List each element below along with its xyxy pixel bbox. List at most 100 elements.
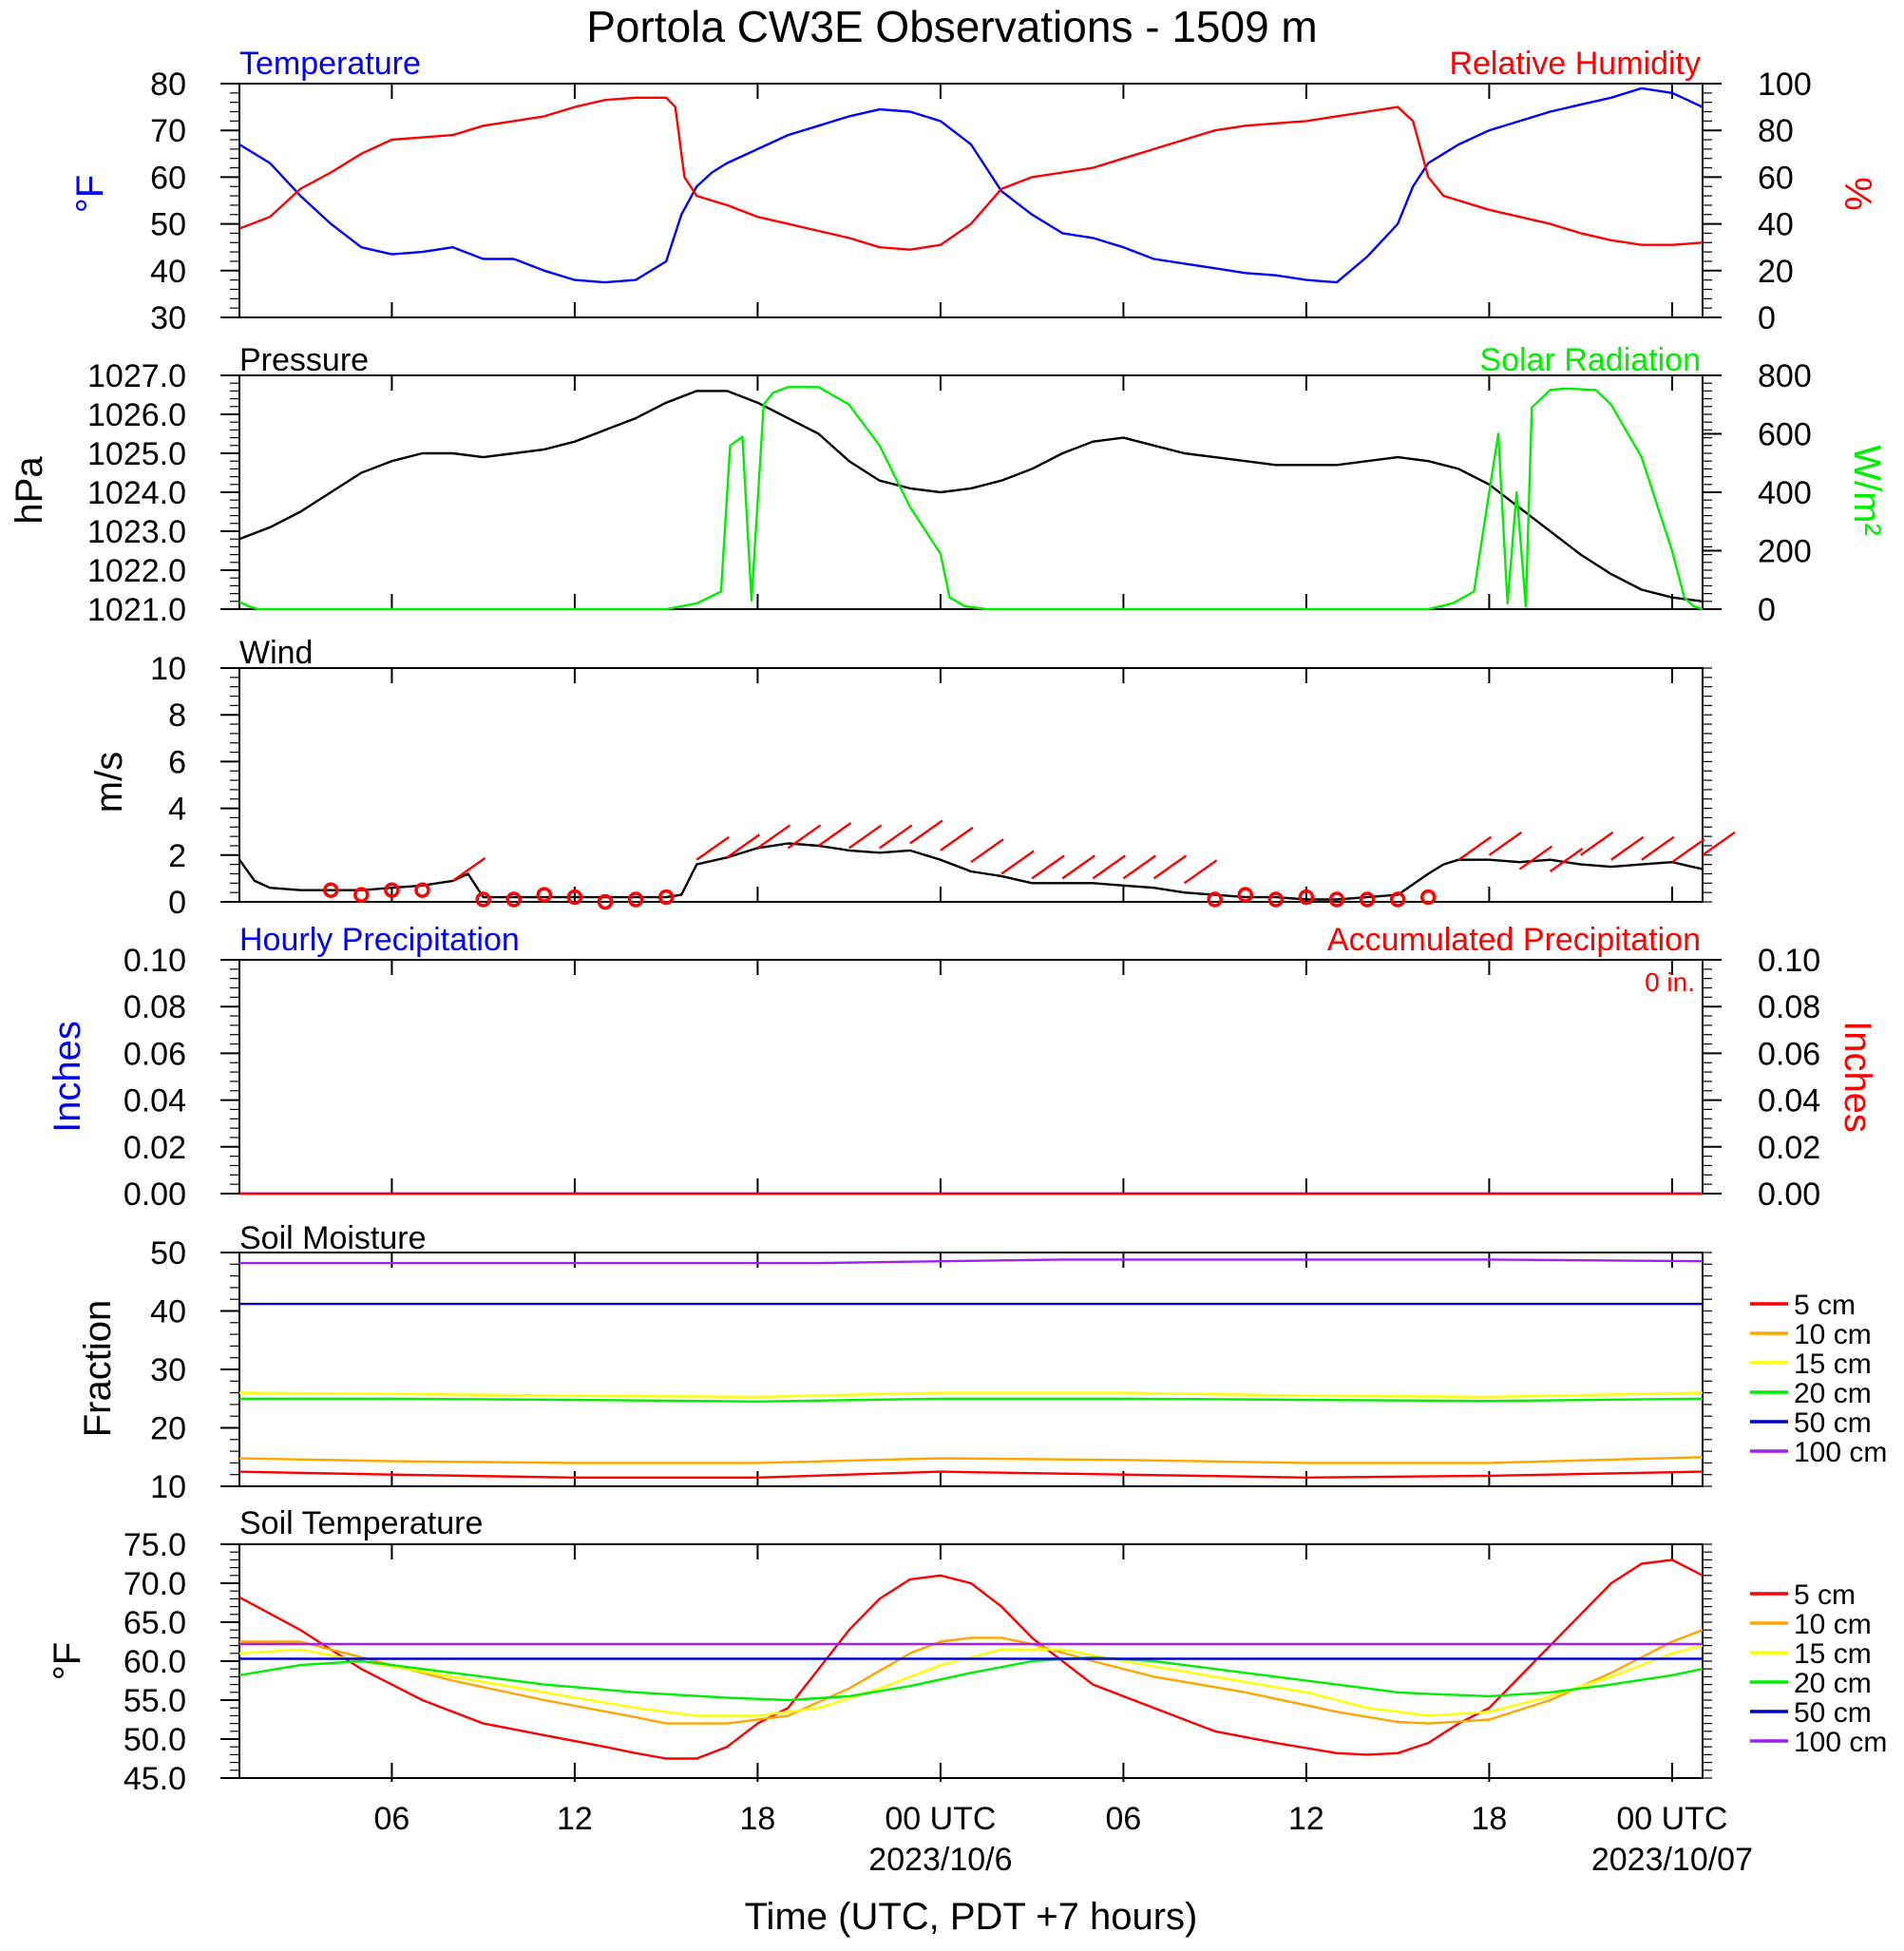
wind-calm-circle <box>1207 891 1223 908</box>
left-tick-label: 65.0 <box>124 1605 186 1641</box>
temperature-humidity-panel: Temperature Relative Humidity °F % 30 40 5… <box>69 46 1878 336</box>
hourly-precip-title: Hourly Precipitation <box>239 922 520 958</box>
series-line-5-cm <box>238 1470 1704 1480</box>
wind-barb <box>1702 831 1736 856</box>
right-tick-label: 0.04 <box>1758 1083 1820 1119</box>
left-tick-label: 0.02 <box>124 1130 186 1166</box>
soil-moisture-axis-label: Fraction <box>77 1300 119 1438</box>
series-line-15-cm <box>238 1644 1704 1717</box>
left-tick-label: 1023.0 <box>87 514 186 550</box>
left-tick-label: 40 <box>150 1294 186 1330</box>
left-tick-label: 2 <box>168 838 186 874</box>
precipitation-panel: Hourly Precipitation Accumulated Precipi… <box>47 922 1878 1213</box>
left-tick-label: 70.0 <box>124 1566 186 1602</box>
wind-calm-circle <box>1359 891 1376 908</box>
plot-frame <box>238 374 1704 610</box>
legend-label: 20 cm <box>1794 1378 1872 1409</box>
right-tick-label: 0.10 <box>1758 943 1820 979</box>
plot-frame <box>238 959 1704 1195</box>
plot-frame <box>238 83 1704 318</box>
series-line-5-cm <box>238 1559 1704 1760</box>
left-tick-label: 20 <box>150 1411 186 1447</box>
wind-calm-circle <box>1298 889 1315 906</box>
left-tick-label: 30 <box>150 300 186 336</box>
wind-barb <box>1061 854 1095 880</box>
accum-precip-value: 0 in. <box>1645 967 1695 997</box>
legend-label: 100 cm <box>1794 1727 1887 1758</box>
accum-precip-title: Accumulated Precipitation <box>1327 922 1701 958</box>
wind-calm-circle <box>657 889 675 906</box>
plot-frame <box>238 1252 1704 1487</box>
wind-calm-circle <box>1328 891 1345 908</box>
left-tick-label: 75.0 <box>124 1527 186 1563</box>
wind-barb <box>940 826 974 851</box>
x-tick-label: 00 UTC <box>885 1801 996 1837</box>
x-tick-label: 18 <box>740 1801 776 1837</box>
x-date-label: 2023/10/07 <box>1591 1842 1753 1878</box>
left-tick-label: 0.04 <box>124 1083 186 1119</box>
left-tick-label: 10 <box>150 1469 186 1505</box>
wind-panel: Wind m/s 0 2 4 6 8 10 <box>88 635 1736 921</box>
left-tick-label: 70 <box>150 113 186 149</box>
x-axis: 06 12 18 00 UTC 06 12 18 00 UTC 2023/10/6 2023/10… <box>374 1778 1753 1878</box>
wind-barb <box>1671 838 1705 864</box>
left-tick-label: 1025.0 <box>87 436 186 472</box>
wind-calm-circle <box>566 889 583 906</box>
right-tick-label: 0 <box>1758 592 1776 628</box>
left-tick-label: 60 <box>150 160 186 196</box>
wind-barb <box>847 824 883 850</box>
solar-title: Solar Radiation <box>1480 342 1701 378</box>
wind-calm-circle <box>414 882 430 898</box>
wind-barb <box>1457 835 1493 861</box>
humidity-axis-label: % <box>1837 177 1878 211</box>
x-tick-label: 12 <box>1288 1801 1324 1837</box>
wind-calm-circle <box>323 882 339 898</box>
right-tick-label: 80 <box>1758 113 1794 149</box>
wind-barb <box>787 824 822 850</box>
wind-calm-circle <box>1389 891 1406 908</box>
wind-barb <box>1000 850 1035 875</box>
temperature-title: Temperature <box>239 46 421 82</box>
x-axis-label: Time (UTC, PDT +7 hours) <box>745 1896 1198 1938</box>
left-tick-label: 0.08 <box>124 989 186 1025</box>
solar-axis-label: W/m² <box>1846 445 1888 536</box>
series-line-relative-humidity <box>238 96 1704 251</box>
series-line-100-cm <box>239 1258 1704 1265</box>
left-tick-label: 45.0 <box>124 1761 186 1797</box>
wind-barb <box>756 824 791 850</box>
pressure-axis-label: hPa <box>9 456 50 525</box>
wind-barb <box>726 833 761 859</box>
accum-precip-axis-label: Inches <box>1837 1021 1878 1133</box>
pressure-title: Pressure <box>239 342 369 378</box>
x-date-label: 2023/10/6 <box>868 1842 1012 1878</box>
temperature-axis-label: °F <box>69 175 111 213</box>
legend-label: 15 cm <box>1794 1638 1872 1670</box>
wind-barb <box>1152 854 1188 880</box>
right-tick-label: 0 <box>1758 300 1776 336</box>
pressure-solar-panel: Pressure Solar Radiation hPa W/m² 1021.0… <box>9 342 1888 628</box>
left-tick-label: 0 <box>168 885 186 921</box>
left-tick-label: 0.00 <box>124 1176 186 1213</box>
legend-label: 20 cm <box>1794 1668 1872 1699</box>
wind-calm-circle <box>597 893 614 910</box>
left-tick-label: 6 <box>168 744 186 780</box>
x-tick-label: 06 <box>374 1801 410 1837</box>
legend-label: 5 cm <box>1794 1579 1856 1611</box>
legend-label: 10 cm <box>1794 1609 1872 1640</box>
series-line-10-cm <box>239 1629 1704 1725</box>
wind-calm-circle <box>627 891 644 908</box>
wind-calm-circle <box>505 891 522 908</box>
wind-calm-circle <box>1420 889 1437 906</box>
legend-label: 10 cm <box>1794 1319 1872 1350</box>
left-tick-label: 40 <box>150 254 186 290</box>
wind-barb <box>1031 854 1065 880</box>
series-line-20-cm <box>238 1655 1704 1702</box>
x-tick-label: 00 UTC <box>1616 1801 1727 1837</box>
wind-barb <box>1183 859 1218 885</box>
right-tick-label: 60 <box>1758 160 1794 196</box>
wind-barb <box>1610 835 1645 861</box>
wind-calm-circle <box>384 882 400 898</box>
wind-calm-circle <box>475 891 491 908</box>
series-line-15-cm <box>238 1391 1704 1399</box>
right-tick-label: 600 <box>1758 417 1812 453</box>
